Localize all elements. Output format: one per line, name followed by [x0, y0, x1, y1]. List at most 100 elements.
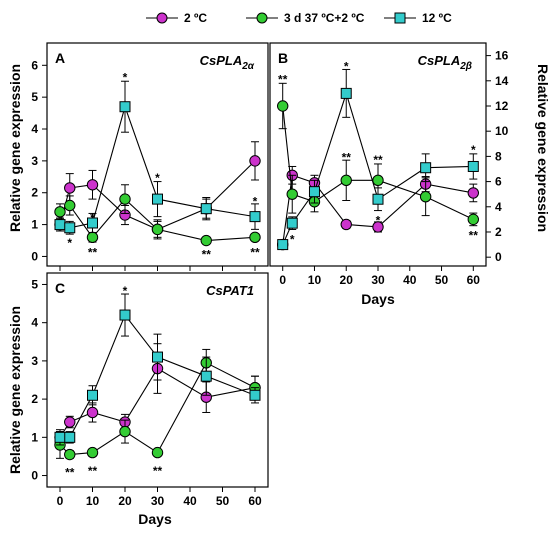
legend-label-1: 2 ºC [184, 11, 207, 25]
x-tick-label: 10 [308, 273, 322, 287]
y-tick-label: 2 [31, 392, 38, 406]
gene-name: CsPAT1 [206, 283, 254, 298]
gene-name-subscript: 2β [459, 61, 472, 72]
x-tick-label: 40 [183, 494, 197, 508]
data-point [119, 309, 131, 321]
data-point [151, 223, 164, 236]
data-point [249, 155, 261, 167]
data-point [249, 231, 261, 244]
significance-label: ** [373, 153, 383, 167]
y-tick-label: 1 [31, 218, 38, 232]
x-tick-label: 30 [151, 494, 165, 508]
data-point [286, 188, 298, 200]
x-axis-title-panel-b: Days [361, 291, 395, 307]
data-point [86, 446, 99, 459]
data-point [54, 219, 66, 231]
data-point [119, 193, 131, 205]
significance-label: * [123, 70, 128, 84]
data-point [64, 431, 76, 443]
panel-letter: B [278, 50, 288, 66]
y-axis-title-right: Relative gene expression [535, 64, 550, 232]
data-point [86, 179, 99, 191]
data-point [308, 186, 320, 198]
data-point [340, 174, 352, 187]
data-point [54, 431, 66, 443]
data-point [419, 191, 432, 203]
significance-label: ** [469, 229, 479, 243]
panel-letter: C [55, 280, 65, 296]
x-tick-label: 50 [435, 273, 449, 287]
y-tick-label: 12 [495, 99, 509, 113]
gene-name-main: CsPLA [418, 53, 461, 68]
legend-label-3: 12 ºC [422, 11, 452, 25]
data-point [119, 425, 131, 438]
data-point [200, 234, 212, 247]
significance-label: ** [202, 247, 212, 261]
significance-label: ** [88, 246, 98, 260]
data-point [64, 199, 76, 212]
y-tick-label: 8 [495, 149, 502, 163]
data-point [54, 206, 66, 218]
data-point [64, 448, 76, 461]
significance-label: * [155, 171, 160, 185]
y-tick-label: 2 [495, 225, 502, 239]
series-2 [54, 348, 261, 461]
legend: 2 ºC 3 d 37 ºC+2 ºC 12 ºC [146, 11, 452, 25]
data-point [152, 351, 163, 363]
data-point [87, 389, 98, 401]
y-tick-label: 3 [31, 154, 38, 168]
data-point [152, 193, 163, 205]
data-point [467, 160, 479, 172]
significance-label: * [90, 211, 95, 225]
y-tick-label: 14 [495, 74, 509, 88]
data-point [64, 182, 76, 194]
data-point [277, 100, 289, 112]
gene-name-main: CsPAT1 [206, 283, 254, 298]
x-tick-label: 20 [340, 273, 354, 287]
y-tick-label: 0 [31, 249, 38, 263]
panel-letter: A [55, 50, 65, 66]
data-point [467, 187, 479, 199]
y-axis-title-left-top: Relative gene expression [7, 64, 23, 232]
data-point [372, 193, 384, 205]
legend-marker-3 [394, 12, 406, 24]
x-axis-title-panel-c: Days [138, 511, 172, 527]
x-tick-label: 30 [371, 273, 385, 287]
data-point [277, 239, 289, 251]
series-2 [277, 82, 479, 227]
data-point [372, 221, 384, 233]
data-point [340, 87, 352, 99]
legend-marker-1 [156, 12, 168, 24]
x-tick-label: 20 [118, 494, 132, 508]
y-tick-label: 10 [495, 124, 509, 138]
significance-label: * [471, 143, 476, 157]
x-tick-label: 60 [248, 494, 262, 508]
significance-label: ** [153, 464, 163, 478]
y-axis-title-left-bottom: Relative gene expression [7, 306, 23, 474]
data-point [249, 211, 261, 223]
data-point [340, 218, 352, 231]
y-tick-label: 1 [31, 430, 38, 444]
data-point [87, 217, 98, 229]
data-point [372, 174, 384, 187]
data-point [64, 416, 76, 428]
data-point [119, 101, 131, 113]
significance-label: * [376, 213, 381, 227]
y-tick-label: 0 [31, 469, 38, 483]
x-tick-label: 50 [216, 494, 230, 508]
significance-label: * [123, 284, 128, 298]
y-tick-label: 4 [495, 200, 502, 214]
y-tick-label: 4 [31, 316, 38, 330]
series-3 [54, 80, 261, 235]
data-point [420, 162, 432, 174]
y-tick-label: 6 [31, 58, 38, 72]
gene-name: CsPLA2α [200, 53, 255, 72]
legend-label-2: 3 d 37 ºC+2 ºC [284, 11, 365, 25]
significance-label: ** [342, 150, 352, 164]
data-point [467, 213, 479, 226]
significance-label: * [67, 236, 72, 250]
data-point [86, 406, 99, 419]
